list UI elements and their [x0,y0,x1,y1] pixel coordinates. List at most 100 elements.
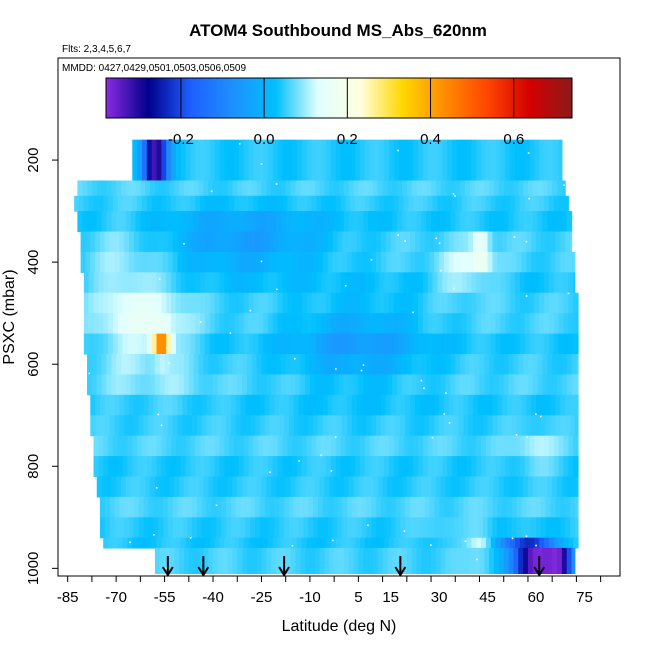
heatmap-cell [466,139,473,184]
missing-data-dot [332,539,334,542]
heatmap-cell [557,547,563,575]
heatmap-cell [284,251,290,273]
heatmap-cell [568,456,574,478]
heatmap-cell [90,394,96,416]
heatmap-cell [188,476,195,498]
heatmap-cell [292,333,298,355]
heatmap-cell [326,435,332,457]
heatmap-cell [117,456,124,478]
heatmap-cell [229,537,235,549]
heatmap-cell [345,292,351,314]
heatmap-cell [440,180,447,199]
heatmap-cell [98,292,104,314]
heatmap-cell [204,333,211,355]
heatmap-cell [359,537,366,549]
heatmap-cell [311,313,317,335]
heatmap-cell [282,195,288,212]
heatmap-cell [177,415,183,437]
heatmap-cell [99,415,106,437]
heatmap-cell [263,313,269,335]
missing-data-dot [165,347,168,349]
heatmap-cell [571,354,577,376]
heatmap-cell [133,394,140,416]
heatmap-cell [469,180,476,199]
heatmap-cell [187,415,193,437]
heatmap-cell [311,272,317,294]
heatmap-cell [243,537,250,549]
heatmap-cell [379,537,385,549]
heatmap-cell [138,496,145,518]
heatmap-cell [159,354,166,376]
heatmap-cell [340,456,347,478]
heatmap-cell [124,496,130,518]
heatmap-cell [93,195,99,212]
heatmap-cell [279,251,285,273]
heatmap-cell [301,292,308,314]
heatmap-cell [242,374,248,396]
heatmap-cell [529,333,535,355]
heatmap-cell [523,476,529,498]
heatmap-cell [363,374,369,396]
flights-label: Flts: 2,3,4,5,6,7 [62,44,131,55]
missing-data-dot [158,278,161,280]
heatmap-cell [369,272,376,294]
heatmap-cell [345,139,351,184]
heatmap-cell [560,517,566,539]
heatmap-cell [280,211,287,233]
heatmap-cell [143,231,150,253]
heatmap-cell [508,211,515,233]
heatmap-cell [213,211,219,233]
heatmap-cell [474,476,481,498]
heatmap-cell [272,537,279,549]
heatmap-cell [494,180,500,199]
heatmap-cell [276,476,282,498]
heatmap-cell [558,333,565,355]
heatmap-cell [198,211,204,233]
heatmap-cell [272,333,279,355]
heatmap-cell [348,374,355,396]
heatmap-cell [468,394,474,416]
heatmap-cell [474,374,481,396]
heatmap-cell [158,251,164,273]
heatmap-cell [368,476,374,498]
heatmap-cell [224,139,230,184]
heatmap-cell [321,139,327,184]
heatmap-cell [523,211,529,233]
heatmap-cell [88,313,95,335]
heatmap-cell [180,195,187,212]
heatmap-cell [544,272,550,294]
heatmap-cell [361,496,368,518]
heatmap-cell [413,272,419,294]
heatmap-cell [414,517,421,539]
heatmap-cell [471,195,477,212]
heatmap-cell [285,211,292,233]
heatmap-cell [414,251,421,273]
heatmap-cell [277,272,284,294]
heatmap-cell [358,547,364,575]
heatmap-cell [306,292,313,314]
heatmap-cell [132,456,138,478]
heatmap-cell [327,496,334,518]
heatmap-cell [485,456,492,478]
heatmap-cell [511,415,518,437]
heatmap-cell [413,195,419,212]
heatmap-cell [305,211,311,233]
heatmap-cell [568,292,574,314]
heatmap-cell [460,354,466,376]
heatmap-cell [369,292,376,314]
missing-data-dot [440,269,442,272]
heatmap-cell [400,517,406,539]
heatmap-cell [563,292,569,314]
heatmap-cell [87,211,93,233]
heatmap-cell [539,333,545,355]
heatmap-cell [406,374,413,396]
heatmap-cell [203,180,209,199]
heatmap-cell [452,195,458,212]
heatmap-cell [250,394,256,416]
heatmap-cell [498,354,505,376]
heatmap-cell [340,333,347,355]
heatmap-cell [545,517,552,539]
heatmap-cell [200,435,206,457]
heatmap-cell [138,517,145,539]
